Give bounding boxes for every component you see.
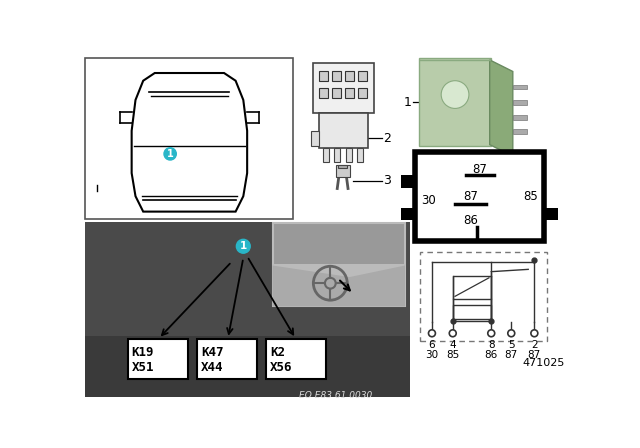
- Text: X56: X56: [270, 362, 292, 375]
- FancyBboxPatch shape: [323, 148, 329, 162]
- Text: 87: 87: [528, 350, 541, 360]
- Text: K47: K47: [201, 346, 223, 359]
- Text: 87: 87: [504, 350, 518, 360]
- Text: 3: 3: [383, 174, 391, 187]
- Circle shape: [429, 330, 435, 337]
- Circle shape: [441, 81, 469, 108]
- FancyBboxPatch shape: [401, 208, 415, 220]
- FancyBboxPatch shape: [338, 165, 348, 168]
- Text: 5: 5: [508, 340, 515, 350]
- Text: 4: 4: [449, 340, 456, 350]
- Text: K2: K2: [270, 346, 285, 359]
- FancyBboxPatch shape: [513, 116, 527, 120]
- Text: 1: 1: [167, 149, 173, 159]
- Text: 87: 87: [463, 190, 478, 203]
- Text: 2: 2: [383, 132, 391, 145]
- FancyBboxPatch shape: [312, 63, 374, 113]
- Text: 1: 1: [403, 96, 411, 109]
- Circle shape: [236, 239, 250, 253]
- FancyBboxPatch shape: [266, 339, 326, 379]
- Text: 85: 85: [523, 190, 538, 203]
- FancyBboxPatch shape: [345, 71, 354, 82]
- Text: 30: 30: [426, 350, 438, 360]
- FancyBboxPatch shape: [545, 208, 558, 220]
- Text: 85: 85: [446, 350, 460, 360]
- Text: 86: 86: [463, 214, 478, 227]
- Polygon shape: [273, 266, 405, 306]
- FancyBboxPatch shape: [415, 152, 545, 241]
- FancyBboxPatch shape: [319, 113, 368, 148]
- FancyBboxPatch shape: [336, 165, 349, 177]
- FancyBboxPatch shape: [86, 222, 410, 397]
- Text: X51: X51: [132, 362, 154, 375]
- Text: 87: 87: [472, 163, 487, 176]
- FancyBboxPatch shape: [311, 131, 319, 146]
- FancyBboxPatch shape: [197, 339, 257, 379]
- Text: 1: 1: [239, 241, 247, 251]
- FancyBboxPatch shape: [332, 71, 341, 82]
- FancyBboxPatch shape: [452, 305, 492, 319]
- Text: 2: 2: [531, 340, 538, 350]
- FancyBboxPatch shape: [513, 100, 527, 104]
- Text: 8: 8: [488, 340, 495, 350]
- FancyBboxPatch shape: [273, 264, 405, 306]
- Text: 30: 30: [422, 194, 436, 207]
- FancyBboxPatch shape: [345, 88, 354, 99]
- Text: 471025: 471025: [522, 358, 564, 367]
- FancyBboxPatch shape: [332, 88, 341, 99]
- FancyBboxPatch shape: [86, 58, 293, 220]
- Circle shape: [508, 330, 515, 337]
- Text: 6: 6: [429, 340, 435, 350]
- FancyBboxPatch shape: [452, 276, 492, 299]
- Circle shape: [488, 330, 495, 337]
- FancyBboxPatch shape: [128, 339, 188, 379]
- FancyBboxPatch shape: [346, 148, 352, 162]
- FancyBboxPatch shape: [86, 336, 410, 397]
- Text: EO E83 61 0030: EO E83 61 0030: [299, 391, 372, 400]
- Text: X44: X44: [201, 362, 223, 375]
- FancyBboxPatch shape: [334, 148, 340, 162]
- Circle shape: [531, 330, 538, 337]
- FancyBboxPatch shape: [357, 148, 364, 162]
- FancyBboxPatch shape: [319, 71, 328, 82]
- FancyBboxPatch shape: [419, 58, 492, 146]
- Text: 86: 86: [484, 350, 498, 360]
- Circle shape: [164, 148, 176, 160]
- Polygon shape: [490, 60, 513, 156]
- Circle shape: [449, 330, 456, 337]
- FancyBboxPatch shape: [513, 129, 527, 134]
- FancyBboxPatch shape: [358, 71, 367, 82]
- FancyBboxPatch shape: [420, 252, 547, 341]
- FancyBboxPatch shape: [319, 88, 328, 99]
- FancyBboxPatch shape: [358, 88, 367, 99]
- FancyBboxPatch shape: [513, 85, 527, 89]
- Text: K19: K19: [132, 346, 154, 359]
- FancyBboxPatch shape: [273, 223, 405, 306]
- FancyBboxPatch shape: [401, 176, 415, 188]
